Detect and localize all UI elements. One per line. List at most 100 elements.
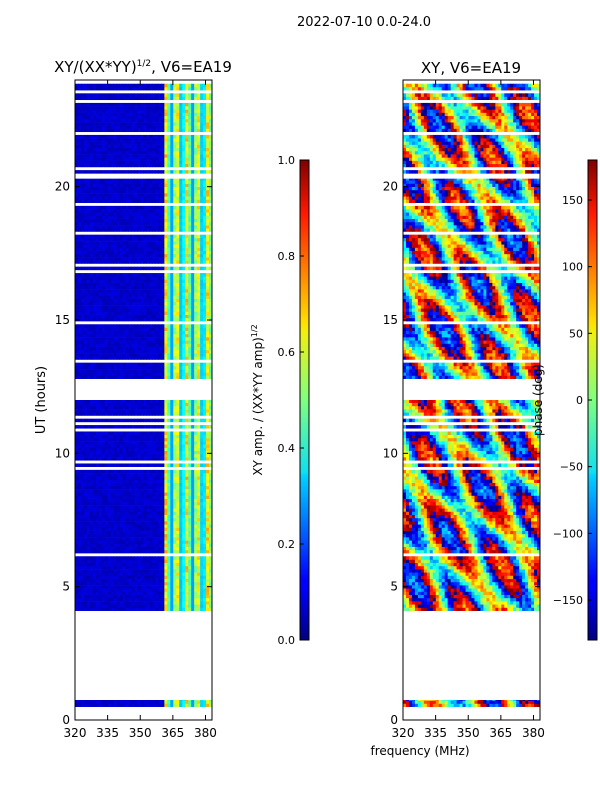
amp-cell bbox=[75, 302, 78, 306]
amp-cell bbox=[179, 406, 182, 410]
amp-cell bbox=[173, 470, 176, 474]
amp-cell bbox=[129, 276, 132, 280]
amp-cell bbox=[87, 251, 90, 255]
amp-cell bbox=[93, 286, 96, 290]
amp-cell bbox=[117, 289, 120, 293]
amp-cell bbox=[146, 444, 149, 448]
amp-cell bbox=[144, 311, 147, 315]
amp-cell bbox=[135, 254, 138, 258]
amp-cell bbox=[111, 340, 114, 344]
amp-cell bbox=[120, 244, 123, 248]
amp-cell bbox=[164, 591, 167, 595]
amp-cell bbox=[167, 540, 170, 544]
amp-cell bbox=[126, 550, 129, 554]
amp-cell bbox=[200, 556, 203, 560]
amp-cell bbox=[152, 225, 155, 229]
amp-cell bbox=[75, 483, 78, 487]
amp-cell bbox=[200, 492, 203, 496]
amp-cell bbox=[197, 235, 200, 239]
amp-cell bbox=[161, 556, 164, 560]
amp-cell bbox=[203, 579, 206, 583]
amp-cell bbox=[117, 457, 120, 461]
amp-cell bbox=[144, 299, 147, 303]
amp-cell bbox=[102, 703, 105, 707]
amp-cell bbox=[146, 515, 149, 519]
amp-cell bbox=[84, 534, 87, 538]
amp-cell bbox=[200, 601, 203, 605]
amp-cell bbox=[191, 241, 194, 245]
amp-cell bbox=[158, 431, 161, 435]
amp-cell bbox=[164, 492, 167, 496]
amp-cell bbox=[206, 279, 209, 283]
amp-cell bbox=[114, 476, 117, 480]
amp-cell bbox=[206, 502, 209, 506]
amp-cell bbox=[129, 550, 132, 554]
amp-cell bbox=[191, 331, 194, 335]
amp-cell bbox=[108, 473, 111, 477]
amp-cell bbox=[155, 363, 158, 367]
amp-cell bbox=[135, 700, 138, 701]
amp-cell bbox=[117, 569, 120, 573]
amp-cell bbox=[84, 470, 87, 474]
amp-cell bbox=[138, 350, 141, 354]
amp-cell bbox=[206, 604, 209, 608]
amp-cell bbox=[84, 356, 87, 360]
amp-cell bbox=[102, 247, 105, 251]
amp-cell bbox=[170, 559, 173, 563]
amp-cell bbox=[84, 569, 87, 573]
amp-cell bbox=[206, 543, 209, 547]
amp-cell bbox=[81, 260, 84, 264]
amp-cell bbox=[138, 241, 141, 245]
amp-cell bbox=[152, 302, 155, 306]
amp-cell bbox=[179, 366, 182, 370]
amp-cell bbox=[114, 569, 117, 573]
amp-cell bbox=[203, 219, 206, 223]
amp-cell bbox=[138, 483, 141, 487]
amp-cell bbox=[126, 219, 129, 223]
amp-cell bbox=[117, 286, 120, 290]
amp-cell bbox=[87, 559, 90, 563]
amp-cell bbox=[135, 403, 138, 407]
amp-cell bbox=[206, 228, 209, 232]
amp-cell bbox=[144, 563, 147, 567]
amp-cell bbox=[96, 311, 99, 315]
amp-cell bbox=[138, 363, 141, 367]
amp-cell bbox=[78, 251, 81, 255]
amp-cell bbox=[141, 585, 144, 589]
amp-cell bbox=[173, 340, 176, 344]
amp-cell bbox=[129, 585, 132, 589]
amp-cell bbox=[111, 308, 114, 312]
amp-cell bbox=[206, 563, 209, 567]
amp-cell bbox=[141, 495, 144, 499]
amp-cell bbox=[117, 591, 120, 595]
amp-cell bbox=[120, 543, 123, 547]
amp-cell bbox=[126, 347, 129, 351]
amp-cell bbox=[117, 527, 120, 531]
amp-cell bbox=[123, 547, 126, 551]
amp-cell bbox=[188, 366, 191, 370]
amp-cell bbox=[170, 375, 173, 379]
amp-cell bbox=[149, 518, 152, 522]
amp-cell bbox=[164, 340, 167, 344]
amp-cell bbox=[170, 247, 173, 251]
amp-cell bbox=[149, 228, 152, 232]
amp-cell bbox=[155, 356, 158, 360]
amp-cell bbox=[144, 419, 147, 423]
amp-cell bbox=[197, 601, 200, 605]
amp-cell bbox=[90, 260, 93, 264]
amp-cell bbox=[87, 547, 90, 551]
amp-cell bbox=[155, 279, 158, 283]
amp-cell bbox=[182, 447, 185, 451]
amp-cell bbox=[182, 260, 185, 264]
amp-cell bbox=[200, 419, 203, 423]
amp-cell bbox=[191, 537, 194, 541]
amp-cell bbox=[108, 454, 111, 458]
amp-cell bbox=[132, 483, 135, 487]
amp-cell bbox=[111, 366, 114, 370]
amp-cell bbox=[144, 219, 147, 223]
amp-cell bbox=[96, 327, 99, 331]
amp-cell bbox=[194, 257, 197, 261]
amp-cell bbox=[81, 375, 84, 379]
amp-cell bbox=[152, 572, 155, 576]
amp-cell bbox=[129, 563, 132, 567]
